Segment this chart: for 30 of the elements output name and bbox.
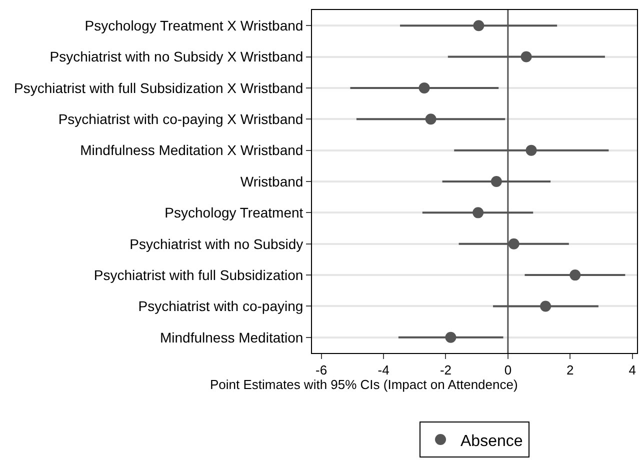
- x-tick-label: -4: [378, 362, 390, 378]
- x-tick-label: 4: [628, 362, 636, 378]
- x-axis-title: Point Estimates with 95% CIs (Impact on Attendence): [210, 377, 518, 392]
- point: [520, 51, 532, 62]
- y-tick-label: Mindfulness Meditation X Wristband: [80, 142, 304, 158]
- point: [445, 332, 456, 343]
- y-tick-label: Psychology Treatment X Wristband: [84, 17, 304, 34]
- point: [508, 238, 520, 250]
- y-tick-label: Psychiatrist with no Subsidy X Wristband: [50, 48, 304, 65]
- point: [570, 270, 581, 281]
- point: [425, 114, 436, 125]
- point: [472, 207, 484, 218]
- point: [490, 176, 502, 187]
- legend-label: Absence: [460, 432, 523, 450]
- point: [473, 20, 484, 32]
- x-tick-label: 0: [504, 362, 512, 378]
- y-tick-label: Psychiatrist with co-paying: [138, 298, 304, 314]
- x-tick-label: -6: [316, 362, 328, 378]
- point: [526, 144, 537, 156]
- y-tick-label: Psychology Treatment: [164, 204, 304, 221]
- y-tick-label: Psychiatrist with co-paying X Wristband: [58, 111, 304, 128]
- x-tick-label: 2: [566, 362, 574, 378]
- y-tick-label: Psychiatrist with full Subsidization X Wristband: [14, 80, 304, 96]
- point: [540, 300, 552, 312]
- y-tick-label: Psychiatrist with full Subsidization: [94, 266, 304, 283]
- y-tick-label: Wristband: [240, 173, 304, 190]
- y-tick-label: Psychiatrist with no Subsidy: [130, 236, 304, 252]
- x-tick-label: -2: [440, 362, 452, 378]
- y-tick-label: Mindfulness Meditation: [160, 329, 304, 346]
- point: [418, 82, 430, 94]
